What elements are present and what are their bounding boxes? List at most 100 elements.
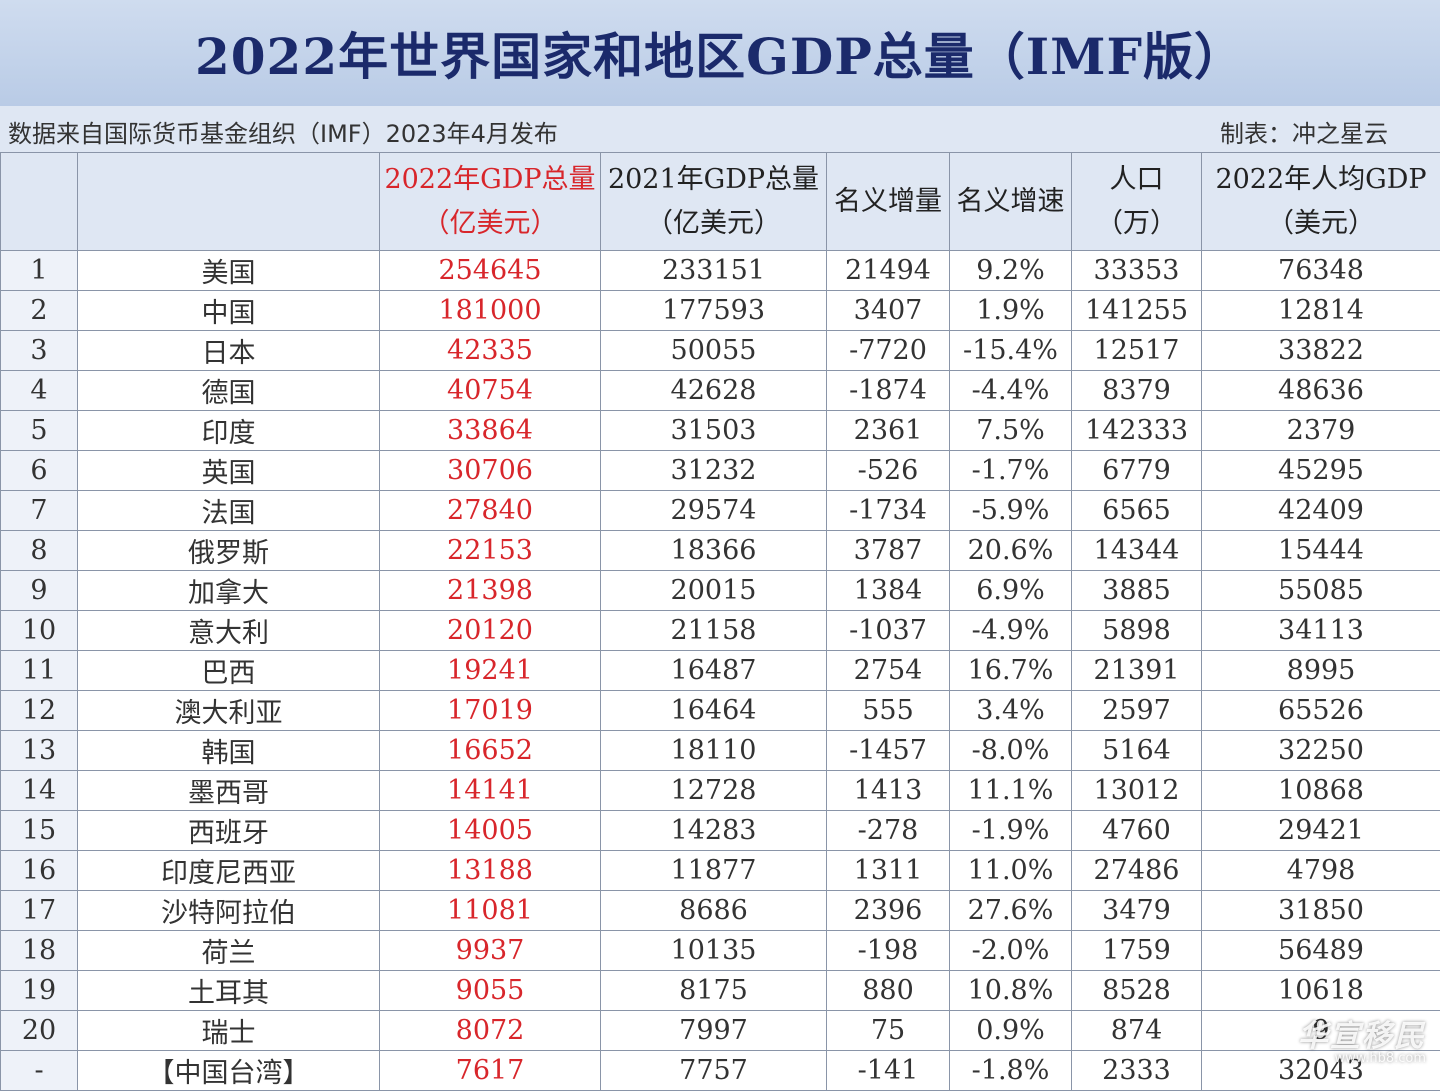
cell-nominal-increase: 1384 (827, 571, 950, 611)
cell-population: 4760 (1072, 811, 1202, 851)
cell-country: 西班牙 (78, 811, 380, 851)
cell-country: 俄罗斯 (78, 531, 380, 571)
cell-gdp-2022: 16652 (380, 731, 601, 771)
cell-gdp-per-capita: 10868 (1202, 771, 1440, 811)
cell-country: 德国 (78, 371, 380, 411)
cell-rank: - (1, 1051, 78, 1091)
cell-nominal-increase: -1037 (827, 611, 950, 651)
cell-rank: 14 (1, 771, 78, 811)
cell-gdp-2022: 9055 (380, 971, 601, 1011)
cell-nominal-growth: -8.0% (950, 731, 1072, 771)
cell-gdp-2021: 21158 (601, 611, 827, 651)
cell-gdp-2021: 16464 (601, 691, 827, 731)
cell-population: 8379 (1072, 371, 1202, 411)
cell-nominal-increase: 2361 (827, 411, 950, 451)
gdp-table: 2022年GDP总量 （亿美元） 2021年GDP总量 （亿美元） 名义增量 名… (0, 152, 1440, 1091)
cell-rank: 19 (1, 971, 78, 1011)
title-bar: 2022年世界国家和地区GDP总量（IMF版） (0, 0, 1440, 108)
cell-gdp-per-capita: 48636 (1202, 371, 1440, 411)
cell-population: 3885 (1072, 571, 1202, 611)
cell-country: 中国 (78, 291, 380, 331)
cell-gdp-2021: 8686 (601, 891, 827, 931)
cell-nominal-growth: 3.4% (950, 691, 1072, 731)
cell-nominal-growth: 7.5% (950, 411, 1072, 451)
cell-gdp-2021: 29574 (601, 491, 827, 531)
cell-gdp-2022: 14005 (380, 811, 601, 851)
cell-country: 加拿大 (78, 571, 380, 611)
cell-rank: 1 (1, 251, 78, 291)
cell-nominal-increase: -526 (827, 451, 950, 491)
cell-population: 27486 (1072, 851, 1202, 891)
cell-gdp-2022: 13188 (380, 851, 601, 891)
cell-nominal-increase: -1874 (827, 371, 950, 411)
cell-nominal-increase: 2754 (827, 651, 950, 691)
cell-gdp-2022: 30706 (380, 451, 601, 491)
cell-gdp-2021: 233151 (601, 251, 827, 291)
cell-population: 12517 (1072, 331, 1202, 371)
header-nominal-increase-label: 名义增量 (827, 180, 949, 224)
cell-nominal-growth: -4.4% (950, 371, 1072, 411)
cell-population: 6779 (1072, 451, 1202, 491)
header-gdp-2021-line2: （亿美元） (601, 202, 826, 246)
cell-gdp-per-capita: 4798 (1202, 851, 1440, 891)
cell-country: 墨西哥 (78, 771, 380, 811)
cell-gdp-2021: 31232 (601, 451, 827, 491)
cell-gdp-per-capita: 33822 (1202, 331, 1440, 371)
cell-gdp-per-capita: 8995 (1202, 651, 1440, 691)
page-title: 2022年世界国家和地区GDP总量（IMF版） (195, 17, 1245, 89)
cell-gdp-2022: 33864 (380, 411, 601, 451)
cell-gdp-per-capita: 15444 (1202, 531, 1440, 571)
cell-population: 8528 (1072, 971, 1202, 1011)
cell-gdp-2022: 19241 (380, 651, 601, 691)
cell-gdp-2021: 177593 (601, 291, 827, 331)
cell-nominal-increase: 2396 (827, 891, 950, 931)
cell-gdp-2021: 16487 (601, 651, 827, 691)
cell-country: 印度尼西亚 (78, 851, 380, 891)
cell-country: 美国 (78, 251, 380, 291)
cell-country: 印度 (78, 411, 380, 451)
cell-rank: 8 (1, 531, 78, 571)
cell-gdp-2021: 42628 (601, 371, 827, 411)
header-gdp-2022-line2: （亿美元） (380, 202, 600, 246)
cell-country: 英国 (78, 451, 380, 491)
cell-gdp-2021: 18366 (601, 531, 827, 571)
cell-gdp-per-capita: 10618 (1202, 971, 1440, 1011)
cell-population: 3479 (1072, 891, 1202, 931)
cell-gdp-per-capita: 12814 (1202, 291, 1440, 331)
cell-country: 沙特阿拉伯 (78, 891, 380, 931)
cell-population: 6565 (1072, 491, 1202, 531)
cell-rank: 2 (1, 291, 78, 331)
cell-gdp-2022: 9937 (380, 931, 601, 971)
cell-gdp-2022: 254645 (380, 251, 601, 291)
cell-gdp-2022: 14141 (380, 771, 601, 811)
cell-gdp-2021: 11877 (601, 851, 827, 891)
cell-nominal-increase: -1457 (827, 731, 950, 771)
cell-country: 意大利 (78, 611, 380, 651)
cell-rank: 5 (1, 411, 78, 451)
cell-country: 土耳其 (78, 971, 380, 1011)
cell-nominal-increase: -1734 (827, 491, 950, 531)
cell-gdp-2021: 8175 (601, 971, 827, 1011)
cell-gdp-2021: 31503 (601, 411, 827, 451)
cell-country: 【中国台湾】 (78, 1051, 380, 1091)
cell-gdp-per-capita: 56489 (1202, 931, 1440, 971)
cell-gdp-per-capita: 65526 (1202, 691, 1440, 731)
header-row: 2022年GDP总量 （亿美元） 2021年GDP总量 （亿美元） 名义增量 名… (1, 153, 1440, 251)
header-population-line2: （万） (1072, 202, 1201, 246)
cell-population: 1759 (1072, 931, 1202, 971)
header-population-line1: 人口 (1072, 158, 1201, 202)
cell-gdp-2022: 27840 (380, 491, 601, 531)
header-nominal-increase: 名义增量 (827, 153, 950, 251)
author-note: 制表：冲之星云 (1220, 114, 1388, 149)
cell-population: 2333 (1072, 1051, 1202, 1091)
cell-nominal-increase: -141 (827, 1051, 950, 1091)
cell-nominal-increase: 75 (827, 1011, 950, 1051)
cell-nominal-increase: 880 (827, 971, 950, 1011)
